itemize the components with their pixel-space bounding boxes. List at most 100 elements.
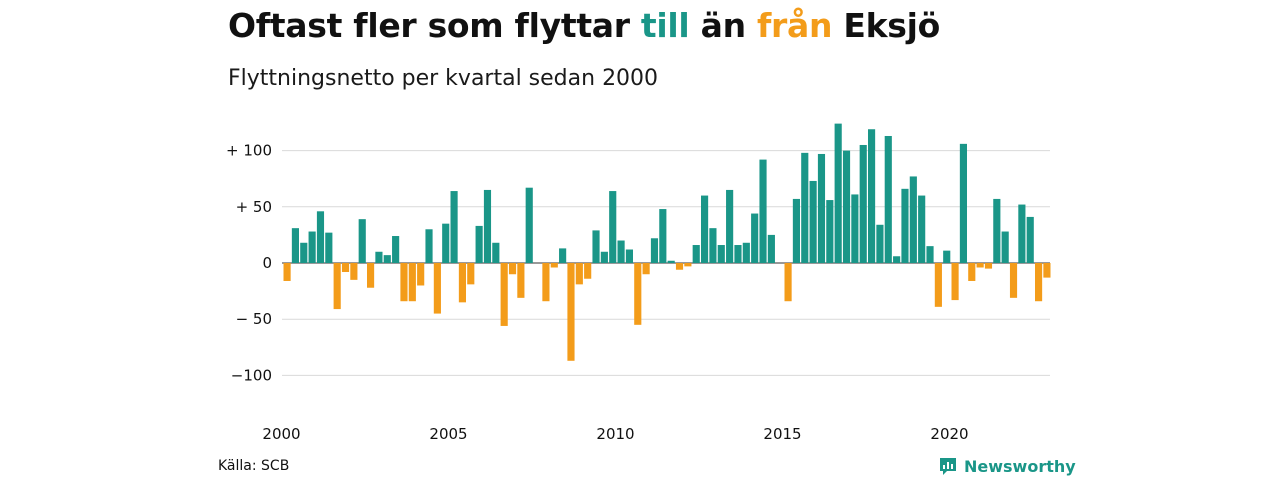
bar: [584, 263, 592, 279]
bar: [726, 189, 734, 263]
bar: [826, 200, 834, 263]
bar: [550, 263, 558, 268]
bar: [959, 143, 967, 263]
bar: [784, 263, 792, 302]
bar: [517, 263, 525, 298]
bar: [984, 263, 993, 269]
bar: [659, 209, 667, 263]
bar: [701, 195, 709, 263]
bar: [508, 263, 517, 275]
bar: [968, 263, 976, 281]
bar: [433, 263, 441, 314]
bar: [341, 263, 350, 272]
bar: [842, 150, 851, 263]
y-tick-label: −100: [231, 366, 272, 384]
bar: [392, 236, 400, 263]
source-label: Källa: SCB: [218, 458, 290, 474]
bar: [525, 187, 533, 263]
bar: [1026, 216, 1034, 263]
bar: [408, 263, 416, 302]
y-tick-label: 0: [262, 254, 272, 272]
bar: [909, 176, 917, 263]
bar: [943, 250, 951, 263]
bar: [350, 263, 358, 280]
bar: [600, 251, 608, 263]
chart-title: Oftast fler som flyttar till än från Eks…: [228, 6, 940, 45]
chart-subtitle: Flyttningsnetto per kvartal sedan 2000: [228, 66, 659, 91]
bar: [650, 238, 659, 263]
bar: [1009, 263, 1018, 298]
bar: [542, 263, 550, 302]
bar: [425, 229, 433, 263]
bar: [291, 228, 299, 263]
bar: [634, 263, 642, 325]
bar: [893, 256, 901, 263]
x-tick-label: 2000: [262, 425, 300, 443]
brand: Newsworthy: [938, 456, 1076, 476]
bar: [458, 263, 466, 303]
title-highlight-till: till: [640, 6, 690, 45]
bar: [617, 240, 625, 263]
bar: [801, 152, 809, 263]
bar: [951, 263, 959, 301]
bar: [675, 263, 684, 270]
bar: [492, 242, 500, 263]
bar: [642, 263, 650, 275]
bar: [500, 263, 508, 326]
bar: [934, 263, 942, 307]
bar: [367, 263, 375, 288]
bar: [926, 246, 934, 263]
bar: [684, 263, 692, 267]
bar: [308, 231, 316, 263]
bar: [717, 245, 725, 263]
bar: [751, 213, 759, 263]
bar: [993, 198, 1001, 263]
bar: [283, 263, 291, 281]
bar: [559, 248, 567, 263]
bar: [859, 144, 867, 263]
x-tick-label: 2010: [596, 425, 634, 443]
bar: [884, 135, 892, 263]
y-tick-label: + 50: [236, 198, 272, 216]
bar: [692, 245, 700, 263]
bar: [575, 263, 583, 285]
bar: [976, 263, 984, 268]
bar: [1018, 204, 1026, 263]
bar: [383, 255, 391, 263]
bar: [792, 198, 800, 263]
bar: [475, 225, 483, 263]
bar: [817, 153, 826, 263]
bar: [442, 223, 450, 263]
bar: [400, 263, 408, 302]
bar: [901, 188, 909, 263]
bar: [417, 263, 425, 286]
bar: [809, 180, 817, 263]
bar: [333, 263, 341, 310]
bar: [1043, 263, 1051, 278]
bar: [450, 191, 458, 263]
bar: [625, 249, 633, 263]
y-tick-label: + 100: [226, 142, 272, 160]
bar: [918, 195, 926, 263]
y-tick-label: − 50: [236, 310, 272, 328]
bar: [709, 228, 717, 263]
x-tick-label: 2020: [930, 425, 968, 443]
title-highlight-fran: från: [756, 6, 833, 45]
brand-name: Newsworthy: [964, 456, 1076, 476]
bar: [759, 159, 767, 263]
bar: [592, 230, 600, 263]
bar: [467, 263, 475, 285]
bar: [1001, 231, 1009, 263]
bar: [734, 245, 742, 263]
bar: [567, 263, 575, 361]
bar: [876, 224, 884, 263]
bar: [609, 191, 617, 263]
bar: [868, 129, 876, 263]
bar: [300, 242, 308, 263]
bar: [834, 123, 842, 264]
bar: [325, 232, 333, 263]
bar: [358, 219, 366, 263]
bar: [667, 260, 675, 263]
bar: [483, 189, 492, 263]
